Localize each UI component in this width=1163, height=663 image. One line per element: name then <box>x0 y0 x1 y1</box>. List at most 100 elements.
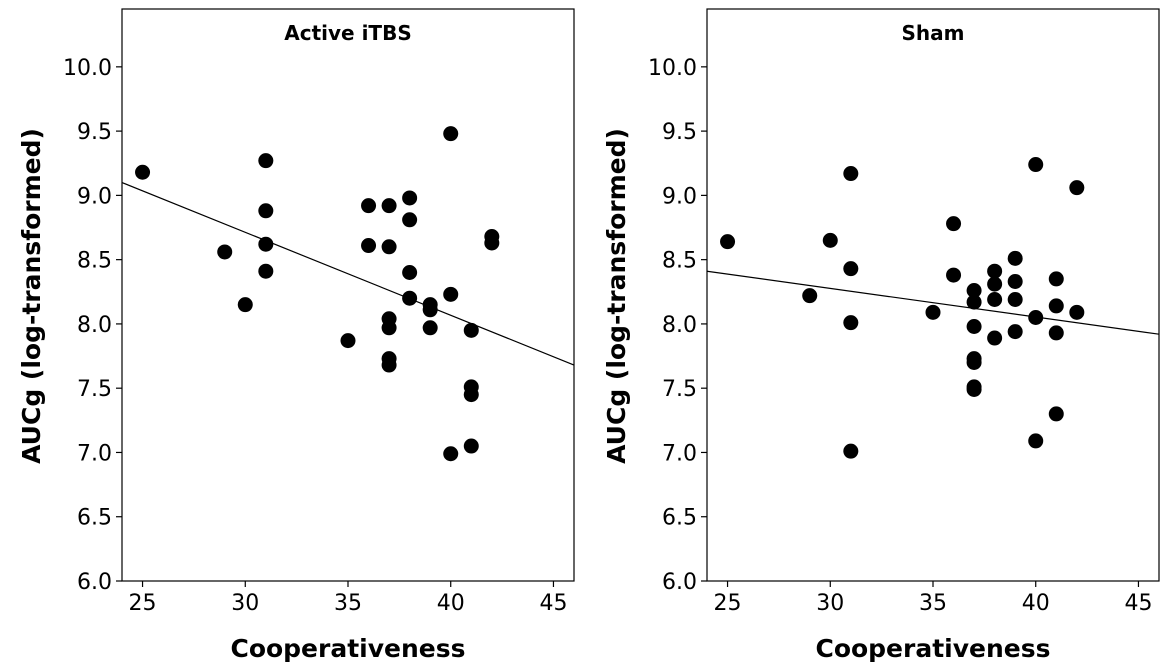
data-point <box>402 190 418 206</box>
y-tick-label: 10.0 <box>63 56 112 81</box>
data-point <box>987 291 1003 307</box>
data-point <box>1048 406 1064 422</box>
y-tick-label: 9.5 <box>662 120 697 145</box>
data-point <box>402 212 418 228</box>
data-point <box>1048 298 1064 314</box>
data-point <box>1048 271 1064 287</box>
data-point <box>402 265 418 281</box>
axis-ticks: 25 30 35 40 45 6.0 6.5 7.0 7.5 8.0 8.5 9.0 9.5 10.0 <box>63 56 567 616</box>
data-point <box>843 443 859 459</box>
x-axis-title: Cooperativeness <box>230 634 465 663</box>
data-point <box>1069 180 1085 196</box>
data-point <box>422 320 438 336</box>
scatter-panel-sham: Sham Cooperativeness AUCg (log-transform… <box>602 8 1160 663</box>
y-tick-label: 6.0 <box>77 570 112 595</box>
data-point <box>258 236 274 252</box>
data-point <box>925 304 941 320</box>
data-point <box>443 126 459 142</box>
data-point <box>258 153 274 169</box>
data-point <box>381 320 397 336</box>
data-point <box>463 322 479 338</box>
data-point <box>822 232 838 248</box>
data-point <box>1007 324 1023 340</box>
data-point <box>463 387 479 403</box>
data-points <box>135 126 500 462</box>
y-tick-label: 6.0 <box>662 570 697 595</box>
data-point <box>443 286 459 302</box>
y-tick-label: 10.0 <box>648 56 697 81</box>
y-tick-label: 9.0 <box>77 184 112 209</box>
x-tick-label: 45 <box>1124 591 1152 616</box>
data-point <box>1028 157 1044 173</box>
data-point <box>1007 291 1023 307</box>
data-point <box>843 166 859 182</box>
axis-ticks: 25 30 35 40 45 6.0 6.5 7.0 7.5 8.0 8.5 9.0 9.5 10.0 <box>648 56 1152 616</box>
data-point <box>946 267 962 283</box>
data-point <box>361 238 377 254</box>
y-tick-label: 7.5 <box>77 377 112 402</box>
data-point <box>258 203 274 219</box>
x-tick-label: 30 <box>231 591 259 616</box>
data-point <box>1007 274 1023 290</box>
panel-title: Sham <box>902 21 965 45</box>
data-point <box>843 261 859 277</box>
data-point <box>1048 325 1064 341</box>
data-point <box>1069 304 1085 320</box>
data-point <box>987 330 1003 346</box>
data-point <box>987 276 1003 292</box>
regression-line <box>121 181 575 366</box>
regression-line-group <box>706 270 1160 335</box>
data-point <box>966 294 982 310</box>
data-point <box>1007 250 1023 266</box>
y-tick-label: 7.0 <box>77 441 112 466</box>
data-point <box>381 357 397 373</box>
x-tick-label: 40 <box>437 591 465 616</box>
regression-line <box>706 270 1160 335</box>
data-point <box>381 239 397 255</box>
data-point <box>217 244 233 260</box>
data-point <box>946 216 962 232</box>
panel-title: Active iTBS <box>284 21 411 45</box>
y-axis-title: AUCg (log-transformed) <box>602 128 631 464</box>
x-tick-label: 35 <box>334 591 362 616</box>
y-tick-label: 9.0 <box>662 184 697 209</box>
data-point <box>987 263 1003 279</box>
scatter-panel-active-itbs: Active iTBS Cooperativeness AUCg (log-tr… <box>17 8 575 663</box>
data-point <box>966 354 982 370</box>
x-tick-label: 40 <box>1022 591 1050 616</box>
data-point <box>720 234 736 250</box>
y-tick-label: 6.5 <box>77 506 112 531</box>
data-point <box>966 381 982 397</box>
data-point <box>135 164 151 180</box>
data-point <box>966 283 982 299</box>
data-point <box>381 198 397 214</box>
data-point <box>1028 309 1044 325</box>
data-point <box>237 297 253 313</box>
y-tick-label: 7.0 <box>662 441 697 466</box>
x-tick-label: 45 <box>539 591 567 616</box>
data-point <box>402 290 418 306</box>
y-tick-label: 8.0 <box>77 313 112 338</box>
y-tick-label: 8.0 <box>662 313 697 338</box>
data-point <box>361 198 377 214</box>
y-tick-label: 8.5 <box>662 249 697 274</box>
plot-frame <box>706 8 1160 582</box>
x-axis-title: Cooperativeness <box>815 634 1050 663</box>
data-point <box>340 333 356 349</box>
data-point <box>422 302 438 318</box>
y-tick-label: 6.5 <box>662 506 697 531</box>
x-tick-label: 35 <box>919 591 947 616</box>
y-tick-label: 8.5 <box>77 249 112 274</box>
data-point <box>463 438 479 454</box>
x-tick-label: 30 <box>816 591 844 616</box>
data-point <box>443 446 459 462</box>
data-point <box>843 315 859 331</box>
data-point <box>802 288 818 304</box>
data-points <box>720 157 1085 459</box>
x-tick-label: 25 <box>714 591 742 616</box>
plot-frame <box>121 8 575 582</box>
data-point <box>258 263 274 279</box>
regression-line-group <box>121 181 575 366</box>
data-point <box>966 318 982 334</box>
